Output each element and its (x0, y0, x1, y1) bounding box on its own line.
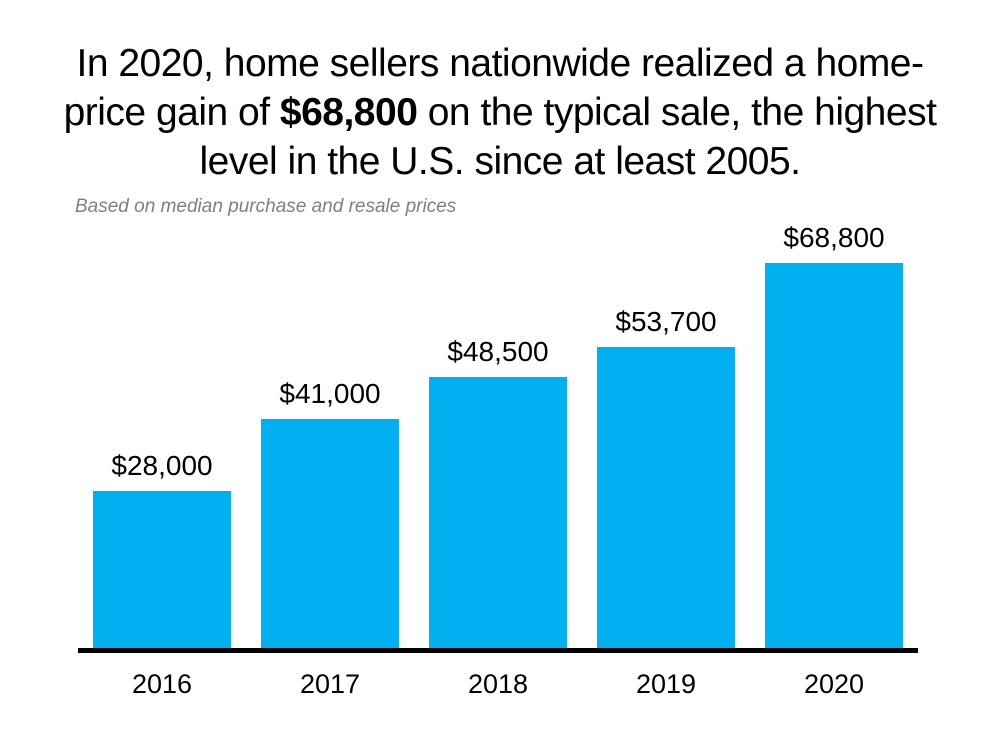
chart-title: In 2020, home sellers nationwide realize… (55, 40, 945, 186)
bar-value-label: $48,500 (447, 336, 549, 367)
bar-column: $48,500 (429, 336, 567, 648)
title-text-part1: In 2020, home sellers nationwide realize… (63, 42, 924, 134)
bar-column: $53,700 (597, 306, 735, 648)
bar-value-label: $68,800 (783, 222, 885, 253)
bar-column: $28,000 (93, 450, 231, 648)
bar (765, 263, 903, 648)
x-axis-tick-label: 2016 (131, 669, 193, 699)
title-highlight-value: $68,800 (279, 90, 418, 134)
bar-value-label: $28,000 (111, 450, 213, 481)
bar-value-label: $53,700 (615, 306, 717, 337)
bar (429, 377, 567, 648)
x-axis-tick-label: 2019 (635, 669, 697, 699)
x-axis-line (78, 648, 918, 653)
bar (261, 419, 399, 648)
chart-subtitle: Based on median purchase and resale pric… (75, 196, 457, 218)
bar (597, 347, 735, 648)
bar-value-label: $41,000 (279, 378, 381, 409)
x-axis-tick-label: 2018 (467, 669, 529, 699)
bar-column: $41,000 (261, 378, 399, 648)
title-text-part2: on the typical sale, the highest level i… (199, 90, 937, 183)
x-axis-labels: 2016 2017 2018 2019 2020 (93, 669, 903, 700)
bar (93, 491, 231, 648)
x-axis-tick-label: 2020 (803, 669, 865, 699)
bar-column: $68,800 (765, 222, 903, 648)
bars-row: $28,000 $41,000 $48,500 $53,700 $68,800 (93, 222, 903, 648)
x-axis-tick-label: 2017 (299, 669, 361, 699)
